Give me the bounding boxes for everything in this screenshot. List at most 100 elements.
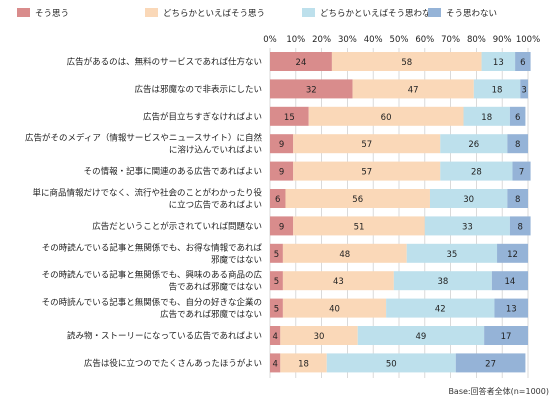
bar-segment [270,189,286,208]
data-label: 28 [471,168,482,178]
legend-swatch [145,8,158,17]
legend-label: どちらかといえばそう思う [163,9,265,19]
bar-segment [497,243,528,263]
x-tick-label: 20% [312,35,331,45]
data-label: 12 [507,250,518,260]
data-label: 33 [462,222,473,232]
data-label: 18 [481,113,492,123]
legend-label: そう思わない [446,9,497,19]
category-label: その時読んでいる記事と無関係でも、興味のある商品の広告であれば邪魔ではない [42,270,263,293]
category-label: その情報・記事に関連のある広告であればよい [84,166,262,177]
data-label: 49 [416,332,427,342]
bar-segment [270,79,353,99]
bar-segment [280,326,358,345]
bar-segment [270,161,294,181]
x-tick-label: 50% [390,35,409,45]
bar-segment [491,271,528,291]
data-label: 8 [515,140,520,150]
data-label: 18 [492,85,503,95]
x-tick-label: 10% [286,35,305,45]
data-label: 60 [381,113,392,123]
data-label: 26 [468,140,479,150]
data-label: 51 [354,222,365,232]
bar-segment [270,52,332,71]
bar-segment [484,326,528,345]
category-label: 広告があるのは、無料のサービスであれば仕方ない [67,57,262,68]
data-label: 13 [506,305,517,315]
bar-segment [494,298,528,318]
data-label: 9 [279,222,284,232]
data-label: 17 [501,332,512,342]
data-label: 30 [314,332,325,342]
x-tick-label: 40% [364,35,383,45]
bar-segment [282,271,394,291]
x-tick-label: 100% [516,35,540,45]
bar-segment [357,326,485,345]
data-label: 5 [274,277,279,287]
bar-segment [270,271,283,291]
bar-segment [270,353,281,373]
legend-swatch [17,8,30,17]
data-label: 9 [279,168,284,178]
data-label: 5 [274,305,279,315]
data-label: 3 [521,85,526,95]
category-label: 単に商品情報だけでなく、流行や社会のことがわかったり役に立つ広告であればよい [32,188,262,211]
data-label: 40 [329,305,340,315]
x-tick-label: 0% [263,35,277,45]
legend-swatch [302,8,315,17]
data-label: 32 [306,85,317,95]
data-label: 8 [518,222,523,232]
data-label: 8 [515,195,520,205]
data-label: 30 [463,195,474,205]
category-label: 広告だということが示されていれば問題ない [92,221,262,232]
data-label: 6 [275,195,280,205]
data-label: 6 [515,113,520,123]
bar-segment [293,134,441,154]
data-label: 24 [296,58,307,68]
bar-segment [280,353,327,373]
bar-segment [352,79,474,99]
data-label: 35 [446,250,457,260]
bar-segment [515,52,531,71]
bar-segment [282,298,387,318]
x-tick-label: 80% [467,35,486,45]
data-label: 57 [361,140,372,150]
data-label: 14 [505,277,516,287]
chart-gridlines [269,48,529,378]
bar-segment [424,216,510,236]
x-tick-label: 60% [415,35,434,45]
data-label: 4 [272,332,277,342]
data-label: 56 [352,195,363,205]
category-label: 広告が目立ちすぎなければよい [143,111,262,122]
bar-segment [473,79,521,99]
bar-segment [507,134,528,154]
data-label: 43 [333,277,344,287]
bar-segment [481,52,516,71]
bar-segment [285,189,430,208]
category-label: 広告は邪魔なので非表示にしたい [134,84,262,95]
bar-segment [331,52,482,71]
bar-segment [509,106,526,126]
bar-segment [520,79,528,99]
legend-label: どちらかといえばそう思わない [320,9,439,19]
data-label: 5 [274,250,279,260]
category-label: 広告は役に立つのでたくさんあったほうがよい [84,358,262,369]
data-label: 6 [520,58,525,68]
data-label: 27 [485,359,496,369]
bar-segment [270,326,281,345]
bar-segment [393,271,492,291]
x-tick-label: 90% [493,35,512,45]
bar-segment [270,298,283,318]
data-label: 42 [435,305,446,315]
chart-legend: そう思う どちらかといえばそう思う どちらかといえばそう思わない そう思わない [17,8,497,19]
bar-segment [270,106,309,126]
data-label: 48 [339,250,350,260]
base-note: Base:回答者全体(n=1000) [448,387,549,396]
bar-segment [270,134,294,154]
data-label: 50 [386,359,397,369]
chart-bars: 24 58 13 632 47 18 315 60 18 69 57 26 89 57 28 76 56 30 89… [270,52,531,373]
data-label: 18 [298,359,309,369]
bar-segment [282,243,407,263]
bar-segment [429,189,508,208]
